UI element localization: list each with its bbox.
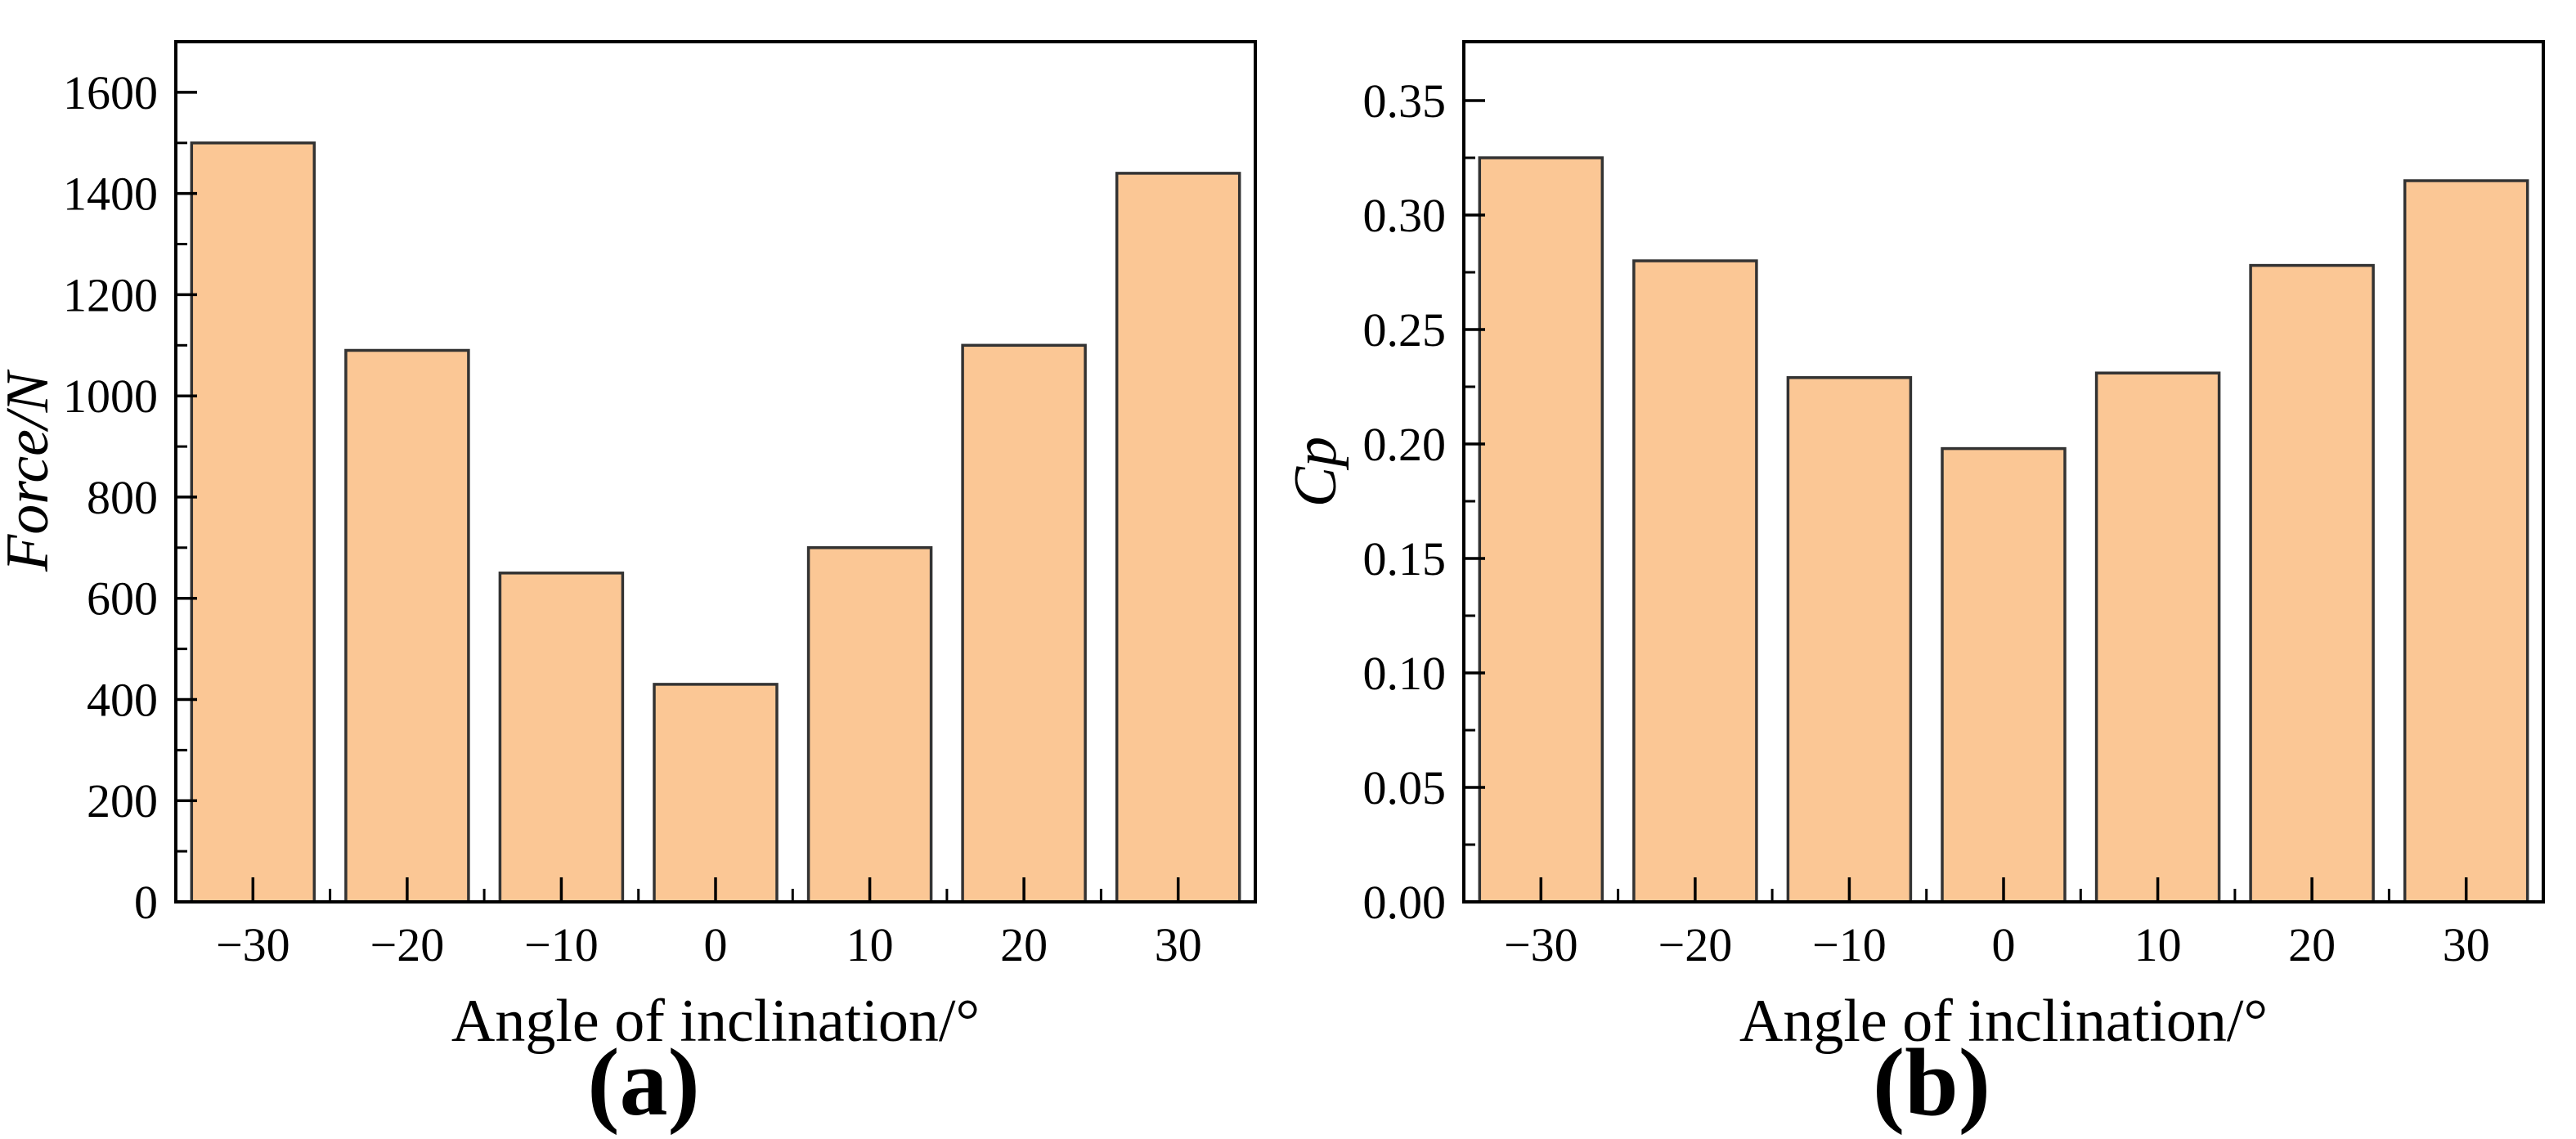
x-tick-label: 30 <box>1155 918 1202 971</box>
bar <box>1632 259 1758 904</box>
plot-frame <box>1462 40 2545 904</box>
y-tick-label: 0.00 <box>1363 876 1447 929</box>
bar <box>2249 263 2375 904</box>
bar <box>190 141 316 904</box>
panel-a-xaxis-title: Angle of inclination/° <box>451 988 980 1055</box>
panel-b-yaxis-title: Cp <box>1282 437 1349 507</box>
bar <box>653 683 779 904</box>
y-tick-label: 0.30 <box>1363 189 1447 242</box>
y-tick-label: 0.20 <box>1363 418 1447 471</box>
y-tick-label: 1600 <box>63 66 158 119</box>
x-tick-label: 30 <box>2443 918 2490 971</box>
panel-a-yaxis-title: Force/N <box>0 369 61 572</box>
y-tick-label: 0.15 <box>1363 532 1447 585</box>
y-tick-label: 0.10 <box>1363 647 1447 700</box>
bar <box>498 572 625 904</box>
y-tick-label: 1400 <box>63 168 158 221</box>
x-tick-label: −20 <box>1658 918 1733 971</box>
bar <box>961 343 1087 904</box>
panel-a-plot-area: 0 200 400 600 800 1000 1200 1400 1600 −30 −20 −10 0 1… <box>63 40 1257 971</box>
x-tick-label: −30 <box>1504 918 1578 971</box>
panel-b-xaxis-title: Angle of inclination/° <box>1739 988 2268 1055</box>
x-tick-label: 0 <box>1992 918 2016 971</box>
bar <box>344 348 470 904</box>
bar <box>2403 179 2529 904</box>
bar <box>1941 446 2067 904</box>
y-tick-label: 0 <box>134 876 158 929</box>
x-tick-label: 0 <box>704 918 728 971</box>
bar <box>1786 376 1913 904</box>
panel-b-plot-area: 0.00 0.05 0.10 0.15 0.20 0.25 0.30 0.35 −30 −20 −1… <box>1363 40 2545 971</box>
x-tick-label: 10 <box>2134 918 2182 971</box>
x-tick-label: −10 <box>524 918 599 971</box>
y-tick-label: 0.05 <box>1363 761 1447 814</box>
bar <box>1478 156 1604 904</box>
x-tick-label: −10 <box>1812 918 1887 971</box>
y-tick-label: 0.25 <box>1363 303 1447 356</box>
y-tick-label: 1000 <box>63 370 158 423</box>
y-tick-label: 400 <box>87 674 158 727</box>
x-tick-label: −20 <box>370 918 445 971</box>
x-tick-label: −30 <box>216 918 290 971</box>
y-tick-label: 200 <box>87 774 158 827</box>
y-tick-label: 1200 <box>63 268 158 321</box>
bar <box>806 546 933 904</box>
y-tick-label: 800 <box>87 471 158 524</box>
x-tick-label: 10 <box>846 918 894 971</box>
x-tick-label: 20 <box>1000 918 1048 971</box>
plot-frame <box>174 40 1257 904</box>
bar <box>2094 371 2221 904</box>
panel-a-caption: (a) <box>587 1029 700 1136</box>
x-tick-label: 20 <box>2288 918 2336 971</box>
panel-b-caption: (b) <box>1873 1029 1990 1136</box>
y-tick-label: 0.35 <box>1363 74 1447 128</box>
y-tick-label: 600 <box>87 572 158 626</box>
bar <box>1115 172 1241 904</box>
panel-b: 0.00 0.05 0.10 0.15 0.20 0.25 0.30 0.35 −30 −20 −1… <box>1282 40 2545 1136</box>
panel-a: 0 200 400 600 800 1000 1200 1400 1600 −30 −20 −10 0 1… <box>0 40 1257 1136</box>
